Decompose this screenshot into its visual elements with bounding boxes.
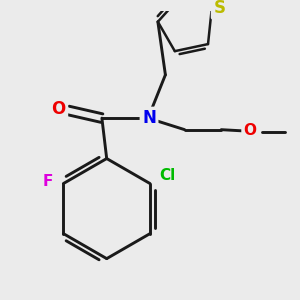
Text: F: F xyxy=(43,174,53,189)
Text: O: O xyxy=(52,100,66,118)
Text: O: O xyxy=(244,123,256,138)
Text: N: N xyxy=(142,109,156,127)
Text: S: S xyxy=(213,0,225,17)
Text: Cl: Cl xyxy=(159,168,176,183)
